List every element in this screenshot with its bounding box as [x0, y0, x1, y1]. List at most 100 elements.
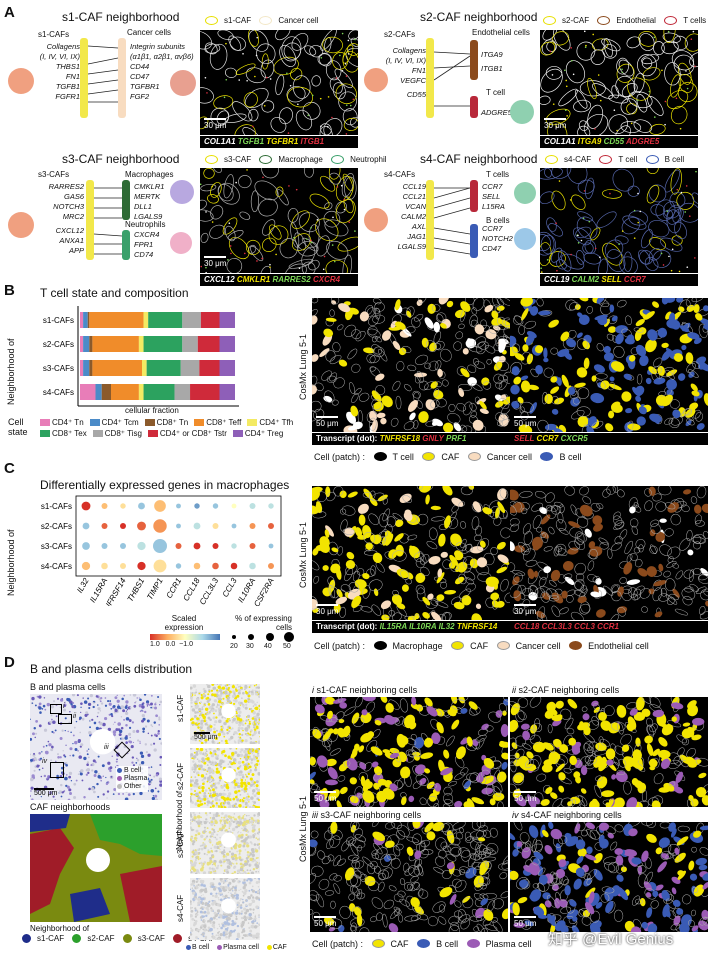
tcell-icon [510, 100, 534, 124]
s4-membrane [426, 180, 434, 260]
s2-title: s2-CAF neighborhood [420, 10, 538, 24]
cancer-membrane [118, 38, 126, 118]
s3-strip: CXCL12 CMKLR1 RARRES2 CXCR4 [200, 274, 358, 286]
panel-c-title: Differentially expressed genes in macrop… [40, 478, 290, 492]
thumb-label-s2: s2-CAF [176, 762, 185, 790]
roi-box [50, 762, 64, 778]
panel-d-sub1: B and plasma cells [30, 682, 106, 692]
gene-label: CCL3L3 [198, 576, 221, 606]
dot [212, 503, 219, 509]
panel-b-side-label: CosMx Lung 5-1 [298, 333, 308, 400]
panel-d-letter: D [4, 654, 15, 671]
dot [194, 503, 200, 509]
panel-a-letter: A [4, 4, 15, 21]
dot [176, 523, 181, 529]
scale-bar: 50 μm [514, 791, 536, 803]
dot [101, 503, 108, 509]
dot [153, 559, 167, 573]
bar-segment [83, 336, 90, 352]
thumb-s2 [190, 748, 260, 808]
dot-category-label: s2-CAFs [41, 522, 72, 531]
dot [249, 543, 256, 549]
thumb-s4 [190, 878, 260, 940]
s3-left-head: s3-CAFs [38, 170, 70, 179]
s4-title: s4-CAF neighborhood [420, 152, 538, 166]
map-legend: B cell Plasma Other [116, 766, 149, 792]
bar-segment [83, 360, 90, 376]
roi-box [58, 714, 72, 724]
colorbar [150, 634, 220, 640]
panel-b-ylabel: Neighborhood of [6, 338, 16, 405]
panel-b-strip-right: SELL CCR7 CXCR5 [510, 433, 708, 445]
tissue-map: i ii iii iv B cell Plasma Other 500 μm [30, 694, 162, 800]
gene-label: THBS1 [126, 577, 147, 604]
scale-bar: 30 μm [204, 118, 226, 130]
bar-segment [219, 312, 235, 328]
s2-strip: COL1A1 ITGA9 CD55 ADGRE5 [540, 136, 698, 148]
dot [230, 562, 238, 570]
dot [154, 500, 166, 512]
colorbar-ticks: 1.0 0.0 −1.0 [150, 641, 194, 648]
s1-title: s1-CAF neighborhood [62, 10, 180, 24]
legend-item: CD8⁺ Tex [40, 428, 87, 439]
bar-segment [80, 384, 96, 400]
bar-segment [219, 384, 235, 400]
s4-receptors: CCR7 SELL L15RA CCR7 NOTCH2 CD47 [482, 182, 513, 253]
dot [120, 563, 126, 569]
s1-left-head: s1-CAFs [38, 30, 70, 39]
panel-b-patch-legend: Cell (patch) : T cell CAF Cancer cell B … [314, 451, 582, 462]
s3-right-head2: Neutrophils [125, 220, 166, 229]
d-micrograph-iv: 50 μm [510, 822, 708, 932]
panel-b-xlabel: cellular fraction [125, 406, 179, 415]
scale-bar: 50 μm [316, 416, 338, 428]
bar-segment [95, 384, 102, 400]
dot [176, 503, 181, 509]
panel-c-micrograph-left: 30 μm [312, 486, 510, 620]
dot-category-label: s4-CAFs [41, 562, 72, 571]
s2-right-head2: T cell [486, 88, 505, 97]
panel-b-strip-left: Transcript (dot): TNFRSF18 GNLY PRF1 [312, 433, 510, 445]
endo-membrane [470, 40, 478, 80]
s3-right-head: Macrophages [125, 170, 174, 179]
dot [137, 541, 146, 551]
bar-segment [142, 360, 147, 376]
s3-title: s3-CAF neighborhood [62, 152, 180, 166]
panel-c-ylabel: Neighborhood of [6, 529, 16, 596]
thumb-label-s4: s4-CAF [176, 894, 185, 922]
s1-right-head: Cancer cells [127, 28, 172, 37]
scale-bar: 30 μm [204, 256, 226, 268]
neutro-membrane [122, 230, 130, 260]
bar-segment [200, 312, 220, 328]
nbh-head: Neighborhood of [30, 924, 90, 933]
thumb-s3 [190, 812, 260, 874]
panel-c-micrograph-right: 30 μm [510, 486, 708, 620]
dot [101, 523, 108, 529]
bar-segment [80, 312, 84, 328]
roi-box [50, 704, 62, 714]
s2-membrane [426, 38, 434, 118]
s4-strip: CCL19 CALM2 SELL CCR7 [540, 274, 698, 286]
panel-c-side-label: CosMx Lung 5-1 [298, 521, 308, 588]
legend-item: CD4⁺ Treg [232, 428, 283, 439]
caf-cell-icon [364, 68, 388, 92]
legend-item: CD4⁺ or CD8⁺ Tstr [147, 428, 227, 439]
dot [81, 561, 91, 571]
s4-legend: s4-CAF T cell B cell [545, 155, 690, 165]
panel-d-patch-legend: Cell (patch) : CAF B cell Plasma cell [312, 938, 532, 949]
dot [268, 543, 274, 549]
bar-segment [89, 336, 93, 352]
bar-segment [83, 312, 88, 328]
bar-segment [138, 384, 144, 400]
bar-segment [143, 336, 183, 352]
scale-bar: 30 μm [544, 118, 566, 130]
bar-segment [182, 336, 198, 352]
panel-c-strip-left: Transcript (dot): IL15RA IL10RA IL32 TNF… [312, 621, 510, 633]
panel-c-patch-legend: Cell (patch) : Macrophage CAF Cancer cel… [314, 640, 649, 651]
dot [138, 502, 145, 510]
gene-label: CCL3 [221, 576, 239, 599]
d-micrograph-iii: 50 μm [310, 822, 508, 932]
dot-category-label: s3-CAFs [41, 542, 72, 551]
bar-segment [190, 384, 220, 400]
panel-b-micrograph-right: 50 μm [510, 298, 708, 432]
bar-segment [92, 360, 142, 376]
